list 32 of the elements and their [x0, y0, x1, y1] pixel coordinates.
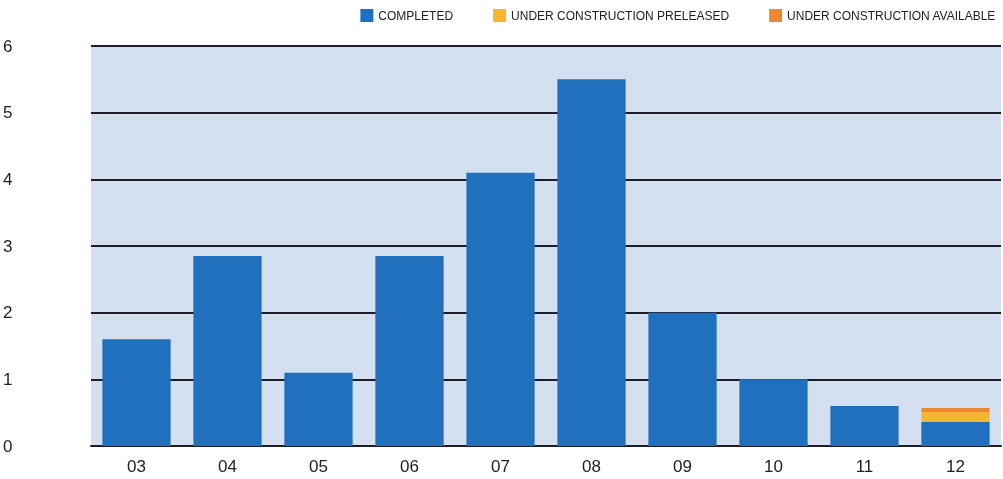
- x-tick-label: 06: [400, 457, 419, 476]
- bar: [648, 312, 717, 446]
- bar: [375, 256, 444, 446]
- y-tick-label: 4: [3, 169, 13, 189]
- bar: [830, 406, 899, 446]
- y-tick-label: 2: [3, 303, 13, 323]
- y-tick-label: 5: [3, 103, 13, 123]
- x-tick-label: 07: [491, 457, 510, 476]
- bar: [921, 412, 990, 422]
- bar: [921, 422, 990, 446]
- legend-label: COMPLETED: [378, 8, 454, 23]
- bar: [739, 379, 808, 446]
- x-tick-label: 10: [764, 457, 783, 476]
- bar: [284, 372, 353, 446]
- x-tick-label: 09: [673, 457, 692, 476]
- bar: [557, 79, 626, 446]
- bar: [921, 408, 990, 412]
- legend-label: UNDER CONSTRUCTION PRELEASED: [511, 8, 730, 23]
- x-tick-label: 05: [309, 457, 328, 476]
- bar: [193, 256, 262, 446]
- x-tick-label: 11: [855, 457, 874, 476]
- bar: [466, 172, 535, 446]
- x-tick-label: 12: [946, 457, 965, 476]
- y-tick-label: 0: [3, 436, 13, 456]
- x-tick-label: 04: [218, 457, 237, 476]
- legend-label: UNDER CONSTRUCTION AVAILABLE: [787, 8, 996, 23]
- y-tick-label: 6: [3, 36, 13, 56]
- y-tick-label: 1: [3, 369, 13, 389]
- x-tick-label: 08: [582, 457, 601, 476]
- x-tick-label: 03: [127, 457, 146, 476]
- bar: [102, 339, 171, 446]
- y-tick-label: 3: [3, 236, 13, 256]
